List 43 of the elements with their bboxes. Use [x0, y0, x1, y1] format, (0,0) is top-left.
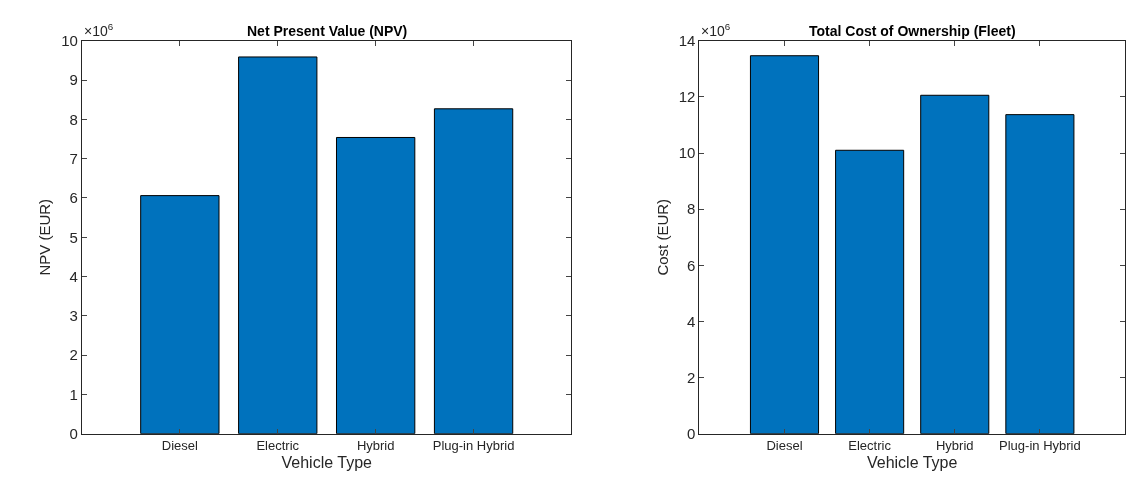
- bar: [336, 136, 416, 434]
- x-tick-label: Electric: [256, 438, 300, 454]
- y-tick-label: 3: [69, 307, 78, 325]
- bar: [238, 56, 318, 434]
- x-tick-label: Hybrid: [356, 438, 395, 454]
- y-tick-label: 7: [69, 149, 78, 167]
- y-tick-label: 14: [678, 32, 696, 50]
- bar: [433, 108, 514, 434]
- x-tick-label: Diesel: [161, 438, 199, 454]
- y-tick-label: 6: [69, 189, 78, 207]
- y-tick-label: 4: [687, 312, 696, 330]
- x-tick-label: Diesel: [766, 438, 803, 454]
- bar: [140, 195, 220, 434]
- chart-title: Total Cost of Ownership (Fleet): [809, 23, 1016, 39]
- y-axis-title: Cost (EUR): [653, 198, 671, 276]
- x-tick-label: Hybrid: [935, 438, 974, 454]
- y-tick-label: 0: [69, 424, 78, 442]
- chart-title: Net Present Value (NPV): [247, 23, 408, 39]
- text: ×10$^{6}$: [84, 21, 114, 39]
- y-tick-label: 4: [69, 267, 78, 285]
- bar: [920, 94, 990, 434]
- y-tick-label: 10: [61, 32, 78, 50]
- bar: [835, 149, 905, 434]
- y-tick-label: 2: [687, 368, 696, 386]
- y-tick-label: 9: [69, 71, 78, 89]
- y-tick-label: 8: [687, 200, 696, 218]
- y-tick-label: 5: [69, 228, 78, 246]
- x-tick-label: Plug-in Hybrid: [432, 438, 515, 454]
- y-tick-label: 0: [687, 424, 696, 442]
- y-tick-label: 2: [69, 346, 78, 364]
- bar: [749, 55, 820, 434]
- y-tick-label: 12: [678, 88, 696, 106]
- x-axis-title: Vehicle Type: [281, 453, 373, 471]
- y-tick-label: 1: [69, 385, 78, 403]
- text: ×10$^{6}$: [701, 21, 731, 39]
- x-tick-label: Electric: [848, 438, 892, 454]
- x-axis-title: Vehicle Type: [866, 453, 958, 471]
- y-tick-label: 8: [69, 110, 78, 128]
- y-axis-title: NPV (EUR): [36, 198, 54, 276]
- bar: [1005, 114, 1075, 434]
- y-tick-label: 10: [678, 144, 696, 162]
- x-tick-label: Plug-in Hybrid: [999, 438, 1081, 454]
- y-tick-label: 6: [687, 256, 696, 274]
